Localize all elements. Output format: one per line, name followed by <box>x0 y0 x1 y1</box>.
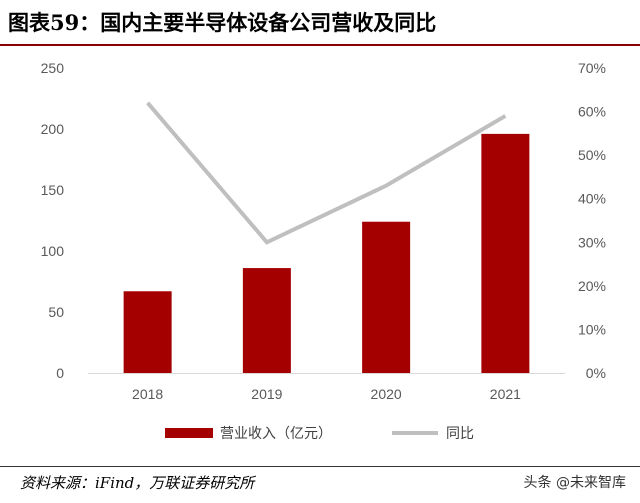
watermark: 头条 @未来智库 <box>519 470 630 494</box>
legend: 营业收入（亿元） 同比 <box>165 426 474 442</box>
x-axis-tick-label: 2018 <box>132 386 163 402</box>
right-axis-tick-label: 50% <box>578 147 606 163</box>
left-axis-tick-label: 250 <box>41 60 65 76</box>
x-axis-tick-label: 2020 <box>371 386 402 402</box>
left-axis-tick-label: 50 <box>48 304 64 320</box>
bar-2019 <box>242 268 291 373</box>
right-axis-tick-label: 0% <box>586 365 606 381</box>
right-axis-tick-label: 40% <box>578 191 606 207</box>
legend-line-label: 同比 <box>446 426 474 442</box>
bar-2018 <box>123 291 172 373</box>
right-axis: 0% 10% 20% 30% 40% 50% 60% 70% <box>578 60 606 381</box>
right-axis-tick-label: 10% <box>578 321 606 337</box>
line-series <box>146 101 507 245</box>
legend-bar-swatch <box>165 428 213 438</box>
right-axis-tick-label: 20% <box>578 278 606 294</box>
bar-series <box>123 133 530 373</box>
title-divider <box>0 44 640 46</box>
bar-2020 <box>362 221 411 373</box>
left-axis: 0 50 100 150 200 250 <box>41 60 65 381</box>
bar-2021 <box>481 133 530 373</box>
yoy-line <box>146 101 507 245</box>
right-axis-tick-label: 70% <box>578 60 606 76</box>
right-axis-tick-label: 30% <box>578 234 606 250</box>
left-axis-tick-label: 0 <box>56 365 64 381</box>
source-divider <box>0 466 640 467</box>
x-axis-tick-label: 2019 <box>251 386 282 402</box>
left-axis-tick-label: 150 <box>41 182 65 198</box>
legend-bar-label: 营业收入（亿元） <box>220 426 332 442</box>
right-axis-tick-label: 60% <box>578 104 606 120</box>
source-note: 资料来源：iFind，万联证券研究所 <box>20 474 255 492</box>
left-axis-tick-label: 200 <box>41 121 65 137</box>
left-axis-tick-label: 100 <box>41 243 65 259</box>
figure-title: 图表59：国内主要半导体设备公司营收及同比 <box>8 10 437 35</box>
x-axis-tick-label: 2021 <box>490 386 521 402</box>
x-axis: 2018 2019 2020 2021 <box>132 386 521 402</box>
